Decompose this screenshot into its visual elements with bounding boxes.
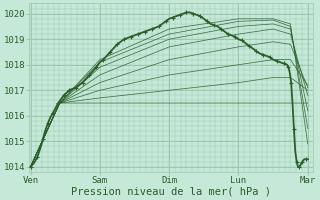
X-axis label: Pression niveau de la mer( hPa ): Pression niveau de la mer( hPa ) [71, 187, 271, 197]
